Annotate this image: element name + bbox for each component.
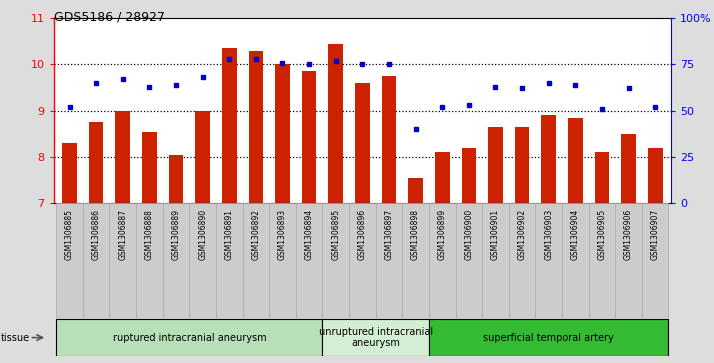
Bar bbox=[62, 143, 77, 203]
Text: GSM1306888: GSM1306888 bbox=[145, 209, 154, 260]
Bar bbox=[541, 115, 556, 203]
Text: GSM1306907: GSM1306907 bbox=[650, 209, 660, 260]
Bar bbox=[189, 203, 216, 319]
Bar bbox=[56, 319, 323, 356]
Bar bbox=[302, 72, 316, 203]
Text: tissue: tissue bbox=[1, 333, 30, 343]
Bar bbox=[328, 44, 343, 203]
Bar bbox=[562, 203, 588, 319]
Bar bbox=[461, 148, 476, 203]
Bar bbox=[83, 203, 109, 319]
Bar bbox=[169, 155, 183, 203]
Bar bbox=[109, 203, 136, 319]
Text: GSM1306892: GSM1306892 bbox=[251, 209, 261, 260]
Text: GSM1306896: GSM1306896 bbox=[358, 209, 367, 260]
Bar bbox=[429, 319, 668, 356]
Text: GDS5186 / 28927: GDS5186 / 28927 bbox=[54, 11, 164, 24]
Bar bbox=[248, 50, 263, 203]
Bar bbox=[376, 203, 402, 319]
Text: GSM1306899: GSM1306899 bbox=[438, 209, 447, 260]
Bar bbox=[568, 118, 583, 203]
Text: GSM1306889: GSM1306889 bbox=[171, 209, 181, 260]
Text: GSM1306886: GSM1306886 bbox=[91, 209, 101, 260]
Text: GSM1306904: GSM1306904 bbox=[570, 209, 580, 260]
Text: GSM1306897: GSM1306897 bbox=[384, 209, 393, 260]
Bar bbox=[323, 203, 349, 319]
Text: ruptured intracranial aneurysm: ruptured intracranial aneurysm bbox=[113, 333, 266, 343]
Bar bbox=[588, 203, 615, 319]
Text: GSM1306906: GSM1306906 bbox=[624, 209, 633, 260]
Text: GSM1306891: GSM1306891 bbox=[225, 209, 233, 260]
Bar bbox=[515, 127, 529, 203]
Bar bbox=[435, 152, 450, 203]
Bar bbox=[142, 131, 156, 203]
Bar bbox=[615, 203, 642, 319]
Bar bbox=[482, 203, 509, 319]
Bar bbox=[136, 203, 163, 319]
Bar bbox=[402, 203, 429, 319]
Bar bbox=[216, 203, 243, 319]
Text: superficial temporal artery: superficial temporal artery bbox=[483, 333, 614, 343]
Bar bbox=[509, 203, 536, 319]
Bar bbox=[243, 203, 269, 319]
Bar bbox=[456, 203, 482, 319]
Bar bbox=[648, 148, 663, 203]
Text: GSM1306903: GSM1306903 bbox=[544, 209, 553, 260]
Text: GSM1306901: GSM1306901 bbox=[491, 209, 500, 260]
Text: GSM1306898: GSM1306898 bbox=[411, 209, 420, 260]
Text: GSM1306905: GSM1306905 bbox=[598, 209, 606, 260]
Bar bbox=[196, 111, 210, 203]
Bar bbox=[222, 48, 236, 203]
Bar bbox=[56, 203, 83, 319]
Text: GSM1306895: GSM1306895 bbox=[331, 209, 341, 260]
Bar bbox=[269, 203, 296, 319]
Bar bbox=[163, 203, 189, 319]
Text: unruptured intracranial
aneurysm: unruptured intracranial aneurysm bbox=[318, 327, 433, 348]
Bar bbox=[323, 319, 429, 356]
Bar bbox=[488, 127, 503, 203]
Text: GSM1306902: GSM1306902 bbox=[518, 209, 527, 260]
Bar bbox=[536, 203, 562, 319]
Bar bbox=[408, 178, 423, 203]
Bar bbox=[296, 203, 323, 319]
Bar bbox=[595, 152, 609, 203]
Text: GSM1306893: GSM1306893 bbox=[278, 209, 287, 260]
Bar bbox=[429, 203, 456, 319]
Bar bbox=[275, 65, 290, 203]
Text: GSM1306887: GSM1306887 bbox=[119, 209, 127, 260]
Bar bbox=[89, 122, 104, 203]
Bar bbox=[116, 111, 130, 203]
Bar bbox=[349, 203, 376, 319]
Bar bbox=[382, 76, 396, 203]
Bar bbox=[355, 83, 370, 203]
Bar bbox=[621, 134, 636, 203]
Text: GSM1306885: GSM1306885 bbox=[65, 209, 74, 260]
Bar bbox=[642, 203, 668, 319]
Text: GSM1306894: GSM1306894 bbox=[305, 209, 313, 260]
Text: GSM1306900: GSM1306900 bbox=[464, 209, 473, 260]
Text: GSM1306890: GSM1306890 bbox=[198, 209, 207, 260]
